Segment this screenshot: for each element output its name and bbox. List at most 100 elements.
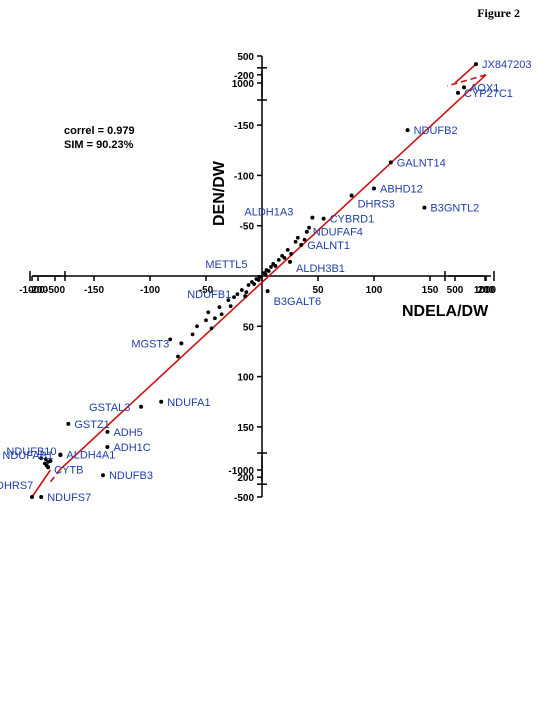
data-point xyxy=(190,332,195,337)
data-point xyxy=(246,283,251,287)
gene-label: JX847203 xyxy=(482,59,532,71)
gene-label: NDUFB1 xyxy=(187,289,231,301)
data-point xyxy=(39,456,44,461)
x-tick-label: 50 xyxy=(312,285,324,296)
data-point xyxy=(285,247,290,252)
data-point-labeled xyxy=(372,186,376,191)
data-point xyxy=(228,304,233,309)
x-axis-title: NDELA/DW xyxy=(402,303,489,320)
y-axis-title: DEN/DW xyxy=(211,160,228,226)
gene-label: NDUFB10 xyxy=(6,446,56,458)
data-point xyxy=(302,237,307,242)
gene-label: DHRS3 xyxy=(358,199,395,211)
regression-line-break xyxy=(49,468,62,483)
data-point xyxy=(217,305,222,310)
data-point-labeled xyxy=(321,216,326,221)
gene-label: NDUFB2 xyxy=(414,125,458,137)
regression-line-break xyxy=(446,74,487,87)
correlation-text: correl = 0.979 xyxy=(64,125,135,137)
gene-label: NDUFAB1 xyxy=(2,450,53,462)
data-point xyxy=(195,324,199,329)
data-point-labeled xyxy=(265,289,270,294)
data-point xyxy=(276,258,281,262)
data-point xyxy=(219,312,224,317)
data-point xyxy=(293,239,298,244)
x-tick-label: -1000 xyxy=(19,285,45,296)
gene-label: GSTAL3 xyxy=(89,402,130,414)
data-point xyxy=(206,310,211,315)
data-point-labeled xyxy=(299,242,304,247)
x-tick-label: 100 xyxy=(366,285,383,296)
figure-label: Figure 2 xyxy=(477,6,520,20)
y-tick-label: -150 xyxy=(234,121,254,132)
x-tick-label: 1000 xyxy=(474,285,497,296)
gene-label: GALNT14 xyxy=(397,157,446,169)
data-point xyxy=(176,354,180,359)
gene-label: ABHD12 xyxy=(380,183,423,195)
x-tick-label: -200 xyxy=(28,285,48,296)
data-point-labeled xyxy=(105,429,110,434)
data-point xyxy=(213,316,217,321)
gene-label: B3GNTL2 xyxy=(430,203,479,215)
data-point-labeled xyxy=(405,128,410,133)
data-point-labeled xyxy=(105,445,110,450)
x-tick-label: -100 xyxy=(140,285,160,296)
y-tick-label: -500 xyxy=(234,493,254,504)
x-tick-label: -50 xyxy=(199,285,214,296)
data-point xyxy=(266,269,271,273)
data-point-labeled xyxy=(263,271,268,276)
data-point xyxy=(273,264,278,268)
data-point-labeled xyxy=(66,421,71,426)
data-point-labeled xyxy=(39,495,44,499)
gene-label: NDUFS7 xyxy=(47,492,91,504)
data-point xyxy=(209,326,214,331)
data-point-labeled xyxy=(304,229,309,234)
data-point-labeled xyxy=(179,341,184,346)
gene-label: CYP27C1 xyxy=(464,88,513,100)
gene-label: NDUFA1 xyxy=(167,397,210,409)
data-point xyxy=(168,337,173,342)
data-point-labeled xyxy=(243,294,248,299)
y-tick-label: 100 xyxy=(237,373,254,384)
data-point xyxy=(307,225,311,230)
y-tick-label: 150 xyxy=(237,423,254,434)
points-group xyxy=(30,62,478,499)
y-tick-label: 1000 xyxy=(232,79,255,90)
data-point-labeled xyxy=(462,85,466,90)
data-point-labeled xyxy=(58,452,63,457)
gene-label: ADH1C xyxy=(113,442,150,454)
gene-label: ALDH3B1 xyxy=(296,263,345,275)
data-point xyxy=(289,251,294,256)
gene-label: ALDH1A3 xyxy=(244,207,293,219)
y-tick-label: 200 xyxy=(237,473,254,484)
data-point xyxy=(295,235,300,240)
gene-label: ADH5 xyxy=(113,427,142,439)
regression-line xyxy=(59,74,487,470)
data-point-labeled xyxy=(30,495,34,499)
data-point-labeled xyxy=(474,62,478,67)
data-point xyxy=(235,292,240,297)
data-point-labeled xyxy=(100,473,105,478)
y-tick-label: 500 xyxy=(237,52,254,63)
y-tick-label: 50 xyxy=(243,322,255,333)
data-point xyxy=(239,288,244,292)
gene-label: MGST3 xyxy=(131,338,169,350)
data-point xyxy=(282,255,287,260)
y-tick-label: -200 xyxy=(234,71,254,82)
data-point-labeled xyxy=(388,160,393,165)
gene-label: NDUFB3 xyxy=(109,470,153,482)
gene-label: AOX1 xyxy=(470,82,499,94)
data-point-labeled xyxy=(288,259,292,264)
y-tick-label: -50 xyxy=(240,222,255,233)
x-tick-label: -150 xyxy=(84,285,104,296)
data-point xyxy=(226,298,231,303)
sim-text: SIM = 90.23% xyxy=(64,139,134,151)
gene-label: GALNT1 xyxy=(307,240,350,252)
x-tick-label: -500 xyxy=(45,285,65,296)
data-point-labeled xyxy=(159,399,164,404)
regression-line-lower xyxy=(31,469,52,498)
data-point-labeled xyxy=(139,404,144,409)
